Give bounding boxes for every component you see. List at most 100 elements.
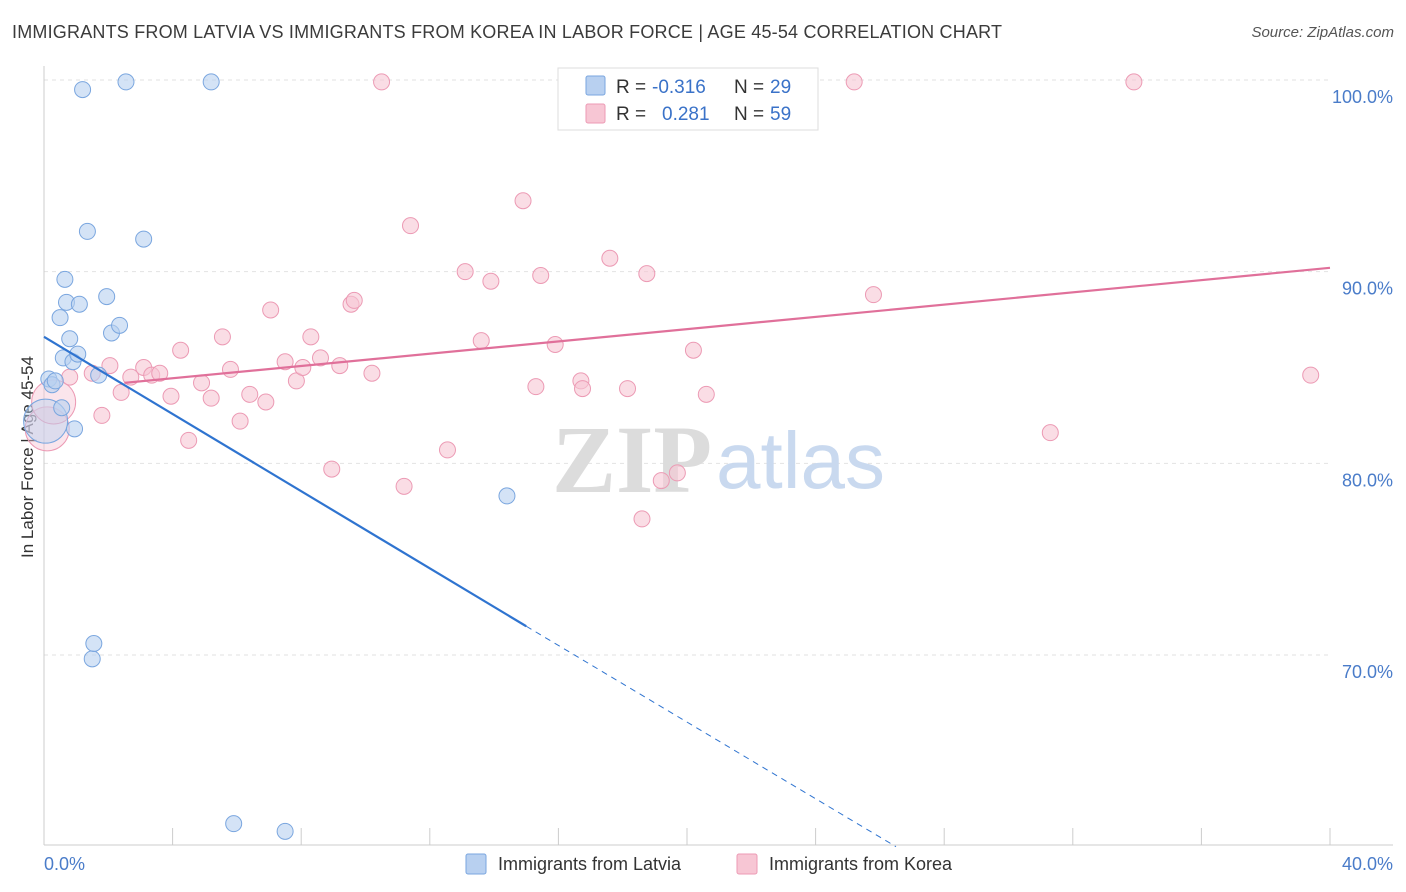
korea-point-15 — [202, 389, 220, 407]
korea-point-39 — [514, 192, 532, 210]
korea-point-11 — [162, 387, 180, 405]
latvia-point-26 — [276, 822, 294, 840]
korea-point-48 — [638, 265, 656, 283]
latvia-point-19 — [98, 288, 116, 306]
x-tick-label-left: 0.0% — [44, 854, 85, 874]
korea-point-51 — [684, 341, 702, 359]
y-tick-label-2: 80.0% — [1342, 470, 1393, 490]
korea-point-56 — [1125, 73, 1143, 91]
korea-point-27 — [323, 460, 341, 478]
series-legend-label-latvia: Immigrants from Latvia — [498, 854, 682, 874]
latvia-point-17 — [85, 635, 103, 652]
latvia-point-5 — [53, 399, 71, 417]
latvia-point-13 — [70, 295, 88, 313]
series-legend: Immigrants from Latvia Immigrants from K… — [465, 853, 953, 875]
korea-point-2 — [61, 368, 79, 386]
latvia-point-15 — [78, 222, 96, 240]
korea-point-50 — [668, 464, 686, 482]
y-tick-label-3: 70.0% — [1342, 662, 1393, 682]
legend-r-value-korea: 0.281 — [662, 104, 710, 125]
korea-point-4 — [93, 406, 111, 424]
korea-point-34 — [402, 217, 420, 235]
watermark-zip: ZIP — [552, 406, 712, 513]
korea-point-52 — [697, 385, 715, 403]
watermark: ZIP atlas — [552, 406, 885, 513]
legend-r-label-korea: R = — [616, 104, 646, 125]
x-tick-label-right: 40.0% — [1342, 854, 1393, 874]
korea-point-20 — [257, 393, 275, 411]
korea-point-19 — [241, 385, 259, 403]
korea-point-30 — [345, 291, 363, 309]
korea-point-45 — [601, 249, 619, 267]
korea-point-17 — [221, 360, 239, 378]
korea-point-37 — [472, 332, 490, 350]
korea-point-24 — [294, 359, 312, 376]
latvia-point-27 — [498, 487, 516, 505]
latvia-point-14 — [74, 81, 92, 99]
korea-point-18 — [231, 412, 249, 430]
latvia-point-21 — [111, 316, 129, 334]
korea-point-13 — [180, 431, 198, 449]
korea-point-12 — [172, 341, 190, 359]
latvia-point-16 — [83, 650, 101, 668]
legend-r-value-latvia: -0.316 — [652, 77, 706, 98]
y-tick-label-0: 100.0% — [1332, 87, 1393, 107]
y-tick-label-1: 90.0% — [1342, 279, 1393, 299]
series-legend-label-korea: Immigrants from Korea — [769, 854, 953, 874]
korea-point-26 — [311, 349, 329, 367]
legend-n-value-korea: 59 — [770, 104, 791, 125]
source-attribution: Source: ZipAtlas.com — [1251, 24, 1394, 41]
korea-point-53 — [845, 73, 863, 91]
legend-swatch-korea — [585, 103, 606, 124]
korea-point-36 — [456, 263, 474, 281]
korea-points — [24, 73, 1320, 528]
korea-point-44 — [574, 380, 592, 398]
korea-point-10 — [151, 364, 169, 382]
korea-point-47 — [633, 510, 651, 528]
y-axis-label: In Labor Force | Age 45-54 — [18, 356, 37, 558]
latvia-point-24 — [202, 73, 220, 91]
legend-n-value-latvia: 29 — [770, 77, 791, 98]
korea-point-55 — [1041, 424, 1059, 442]
korea-point-38 — [482, 272, 500, 290]
korea-point-35 — [438, 441, 456, 459]
latvia-points — [23, 73, 516, 840]
korea-point-42 — [546, 336, 564, 353]
latvia-point-22 — [117, 73, 135, 91]
latvia-trend-line — [43, 335, 527, 628]
y-tick-labels: 100.0% 90.0% 80.0% 70.0% — [1332, 87, 1393, 682]
korea-point-33 — [395, 477, 413, 495]
korea-point-22 — [276, 353, 294, 371]
korea-point-41 — [532, 267, 550, 284]
legend-n-label-korea: N = — [734, 104, 764, 125]
latvia-point-9 — [61, 330, 79, 348]
latvia-point-4 — [51, 309, 69, 327]
korea-point-49 — [652, 472, 670, 490]
korea-point-14 — [193, 374, 211, 392]
korea-point-32 — [373, 73, 391, 91]
legend: R = -0.316 N = 29 R = 0.281 N = 59 — [557, 67, 819, 131]
latvia-point-7 — [56, 270, 74, 288]
korea-point-16 — [213, 328, 231, 346]
trend-lines — [43, 266, 1331, 848]
korea-point-40 — [527, 378, 545, 396]
korea-point-5 — [101, 357, 119, 375]
axes — [43, 66, 1393, 846]
korea-point-57 — [1302, 366, 1320, 384]
legend-swatch-latvia — [585, 75, 606, 96]
latvia-point-11 — [66, 420, 84, 438]
chart-title: IMMIGRANTS FROM LATVIA VS IMMIGRANTS FRO… — [12, 22, 1003, 42]
korea-point-21 — [262, 301, 280, 319]
legend-n-label-latvia: N = — [734, 77, 764, 98]
series-legend-swatch-latvia — [465, 853, 487, 875]
korea-point-54 — [864, 286, 882, 304]
latvia-trend-extension — [525, 625, 897, 848]
latvia-point-3 — [46, 372, 64, 390]
latvia-point-23 — [135, 230, 153, 248]
x-tick-labels: 0.0% 40.0% — [44, 854, 1393, 874]
watermark-atlas: atlas — [716, 416, 885, 505]
korea-point-28 — [331, 357, 349, 375]
korea-point-25 — [302, 328, 320, 346]
korea-point-31 — [363, 364, 381, 382]
